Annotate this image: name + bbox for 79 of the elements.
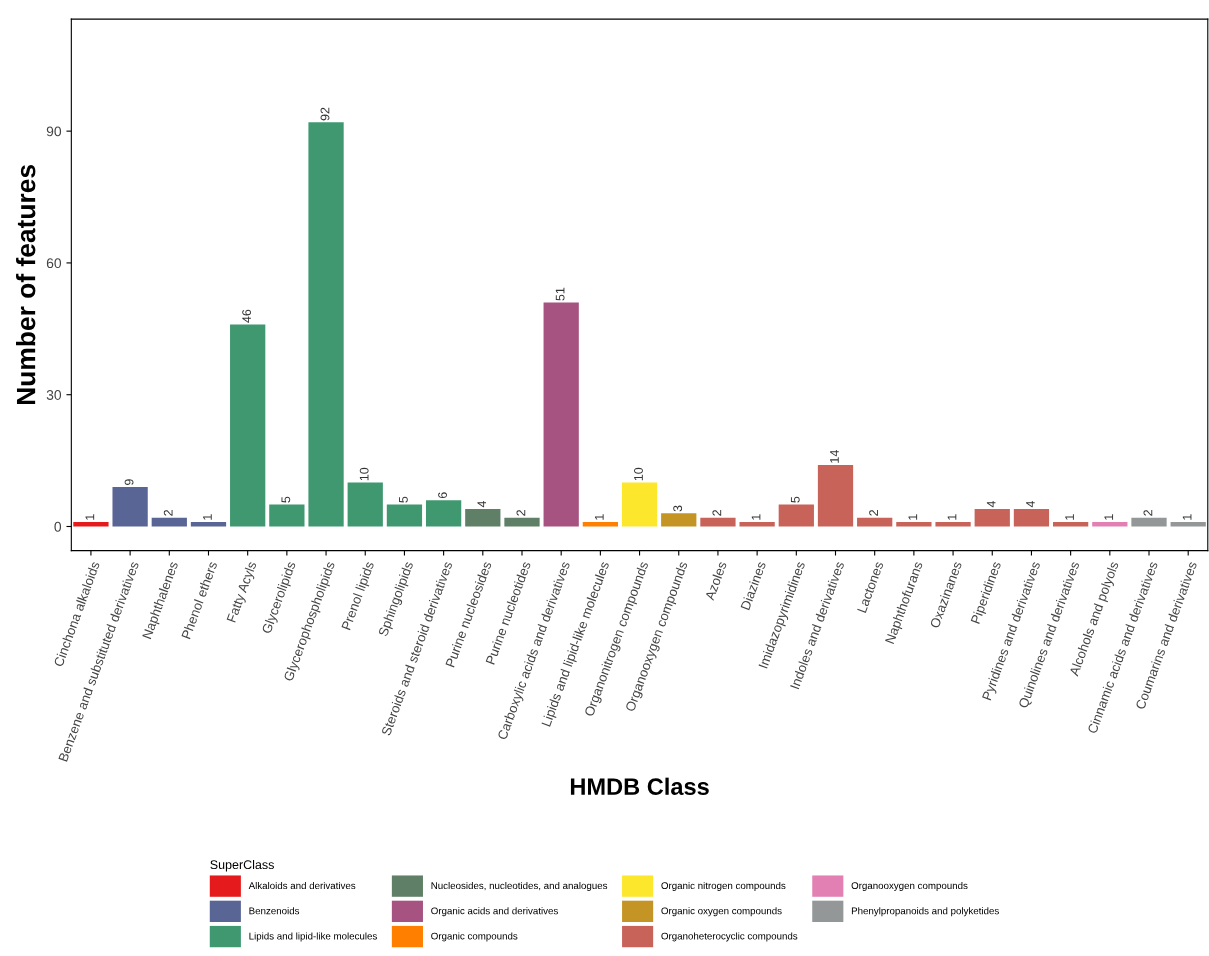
- legend-label: Lipids and lipid-like molecules: [249, 932, 377, 942]
- bar: [896, 522, 932, 527]
- data-label: 3: [673, 505, 683, 512]
- data-label: 1: [1182, 514, 1192, 520]
- data-label: 5: [790, 496, 800, 503]
- bar: [465, 508, 501, 527]
- data-label: 2: [163, 510, 173, 516]
- data-label: 10: [634, 467, 643, 481]
- legend-label: Alkaloids and derivatives: [248, 881, 356, 890]
- y-tick-label: 60: [46, 258, 62, 269]
- y-tick-label: 90: [46, 126, 62, 137]
- legend-title: SuperClass: [210, 859, 274, 872]
- data-label: 1: [1065, 514, 1074, 520]
- data-label: 10: [359, 467, 369, 481]
- bar: [1092, 522, 1128, 527]
- bar: [230, 324, 266, 527]
- legend-label: Organic acids and derivatives: [431, 907, 558, 917]
- bar: [582, 522, 619, 527]
- legend-label: Organic oxygen compounds: [661, 907, 782, 917]
- bar: [700, 517, 736, 527]
- legend-label: Organooxygen compounds: [851, 881, 968, 891]
- y-axis-title: Number of features: [16, 164, 36, 405]
- bar: [935, 522, 971, 527]
- legend-label: Phenylpropanoids and polyketides: [851, 907, 999, 917]
- legend-label: Organoheterocyclic compounds: [661, 932, 798, 942]
- bar: [974, 508, 1010, 527]
- bar: [778, 504, 814, 527]
- bar: [73, 522, 109, 527]
- bar: [661, 513, 697, 527]
- data-label: 1: [1104, 514, 1114, 520]
- data-label: 92: [320, 107, 330, 121]
- legend-label: Organic compounds: [431, 932, 518, 942]
- bar: [308, 122, 344, 527]
- bar: [425, 500, 462, 527]
- x-axis-title: HMDB Class: [570, 777, 709, 795]
- bar: [151, 517, 187, 527]
- bar: [739, 522, 775, 527]
- bar: [1170, 522, 1206, 527]
- data-label: 1: [947, 514, 957, 520]
- bar: [1131, 517, 1167, 527]
- bar: [112, 486, 148, 527]
- data-label: 4: [477, 500, 487, 508]
- bar: [347, 482, 383, 527]
- y-tick-label: 0: [54, 521, 62, 532]
- x-tick-label: Azoles: [704, 560, 727, 601]
- data-label: 14: [830, 450, 839, 463]
- x-tick-label: Fatty Acyls: [226, 560, 260, 624]
- bar: [190, 522, 227, 527]
- data-label: 2: [516, 510, 526, 516]
- data-label: 5: [399, 496, 408, 503]
- bar: [386, 504, 423, 527]
- data-label: 1: [85, 514, 95, 520]
- data-label: 46: [242, 309, 252, 323]
- data-label: 4: [986, 500, 996, 508]
- bar: [621, 482, 658, 527]
- data-label: 1: [595, 514, 604, 520]
- legend-label: Benzenoids: [249, 907, 300, 915]
- bar: [817, 465, 854, 527]
- data-label: 2: [1143, 510, 1153, 516]
- data-label: 6: [438, 492, 447, 499]
- legend-label: Organic nitrogen compounds: [661, 881, 786, 891]
- bar: [1013, 508, 1050, 527]
- x-tick-label: Prenol lipids: [341, 560, 377, 632]
- data-label: 51: [555, 287, 565, 301]
- bar: [543, 302, 579, 527]
- data-label: 1: [908, 514, 918, 520]
- y-tick-label: 30: [46, 390, 62, 400]
- data-label: 5: [281, 496, 291, 503]
- bar: [857, 517, 893, 527]
- data-label: 2: [869, 510, 878, 516]
- data-label: 1: [203, 514, 212, 520]
- bar: [504, 517, 540, 527]
- bar: [1053, 522, 1089, 527]
- data-label: 9: [124, 479, 134, 485]
- data-label: 4: [1026, 500, 1035, 508]
- data-label: 2: [712, 510, 722, 516]
- legend-label: Nucleosides, nucleotides, and analogues: [431, 881, 608, 891]
- bar: [269, 504, 305, 527]
- data-label: 1: [751, 514, 761, 520]
